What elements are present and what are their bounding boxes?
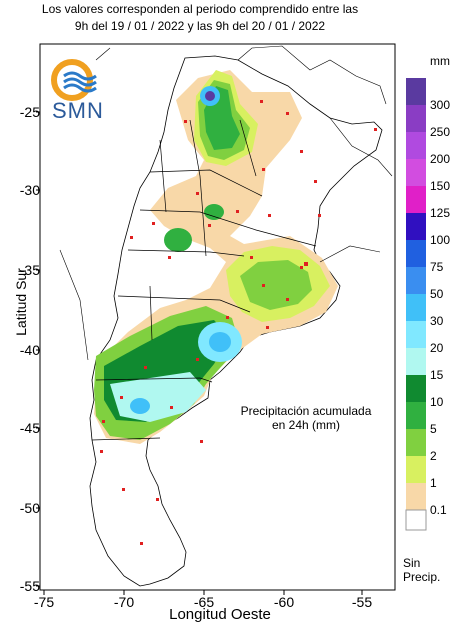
x-axis-title: Longitud Oeste bbox=[169, 606, 271, 623]
legend-label: 50 bbox=[430, 287, 444, 301]
y-tick-label: -25 bbox=[19, 104, 40, 120]
legend-label: 5 bbox=[430, 422, 437, 436]
legend-swatch bbox=[406, 375, 426, 402]
legend-label: 1 bbox=[430, 476, 437, 490]
legend-label: 200 bbox=[430, 152, 451, 166]
map-frame bbox=[39, 43, 396, 591]
annotation-line1: Precipitación acumulada bbox=[240, 404, 372, 418]
smn-logo-text: SMN bbox=[52, 98, 104, 123]
legend-label: 100 bbox=[430, 233, 451, 247]
header-line-2: 9h del 19 / 01 / 2022 y las 9h del 20 / … bbox=[74, 19, 326, 33]
rain-zone-cordoba bbox=[164, 228, 192, 252]
smn-logo-mark bbox=[51, 59, 97, 101]
legend-swatch bbox=[406, 186, 426, 213]
y-tick-label: -50 bbox=[19, 500, 40, 516]
legend-colorbar bbox=[405, 78, 427, 531]
station-markers bbox=[100, 100, 377, 545]
x-tick-label: -70 bbox=[113, 594, 135, 610]
legend-swatch bbox=[406, 240, 426, 267]
rain-band-east-inner bbox=[240, 260, 312, 310]
y-tick-label: -35 bbox=[19, 262, 40, 278]
tick-marks bbox=[36, 111, 363, 595]
legend-label: 10 bbox=[430, 395, 444, 409]
legend-swatch bbox=[406, 78, 426, 105]
legend-label: 250 bbox=[430, 125, 451, 139]
y-tick-label: -45 bbox=[19, 420, 40, 436]
legend-label: 0.1 bbox=[430, 503, 447, 517]
country-borders bbox=[59, 45, 393, 361]
map-annotation: Precipitación acumulada en 24h (mm) bbox=[226, 404, 386, 432]
rain-zone-center bbox=[204, 204, 224, 220]
y-tick-label: -55 bbox=[19, 578, 40, 594]
legend-label: 125 bbox=[430, 206, 451, 220]
legend-swatch bbox=[406, 132, 426, 159]
province-borders bbox=[91, 119, 317, 441]
legend-swatch bbox=[406, 159, 426, 186]
legend-label: 300 bbox=[430, 98, 451, 112]
y-tick-label: -40 bbox=[19, 342, 40, 358]
legend-label: 30 bbox=[430, 314, 444, 328]
legend-label: 75 bbox=[430, 260, 444, 274]
legend-no-precip: Sin Precip. bbox=[403, 556, 440, 584]
legend-label: 20 bbox=[430, 341, 444, 355]
x-tick-label: -55 bbox=[351, 594, 373, 610]
legend-swatch bbox=[406, 321, 426, 348]
legend-swatch bbox=[406, 456, 426, 483]
legend-swatch bbox=[406, 267, 426, 294]
legend-swatch bbox=[406, 429, 426, 456]
x-tick-label: -65 bbox=[193, 594, 215, 610]
legend-unit: mm bbox=[430, 54, 450, 68]
rain-core-north-inner bbox=[205, 91, 215, 101]
legend-label: 2 bbox=[430, 449, 437, 463]
legend-swatch bbox=[406, 402, 426, 429]
legend-swatch bbox=[406, 105, 426, 132]
rain-core-patagonia-east-inner bbox=[209, 332, 231, 352]
y-tick-label: -30 bbox=[19, 182, 40, 198]
x-tick-label: -60 bbox=[273, 594, 295, 610]
legend-label: 150 bbox=[430, 179, 451, 193]
legend-no-precip-line2: Precip. bbox=[403, 570, 441, 584]
header-line-1: Los valores corresponden al periodo comp… bbox=[41, 2, 359, 16]
legend-label: 15 bbox=[430, 368, 444, 382]
legend-swatch-no-precip bbox=[405, 509, 427, 531]
x-tick-label: -75 bbox=[33, 594, 55, 610]
legend-swatch bbox=[406, 483, 426, 510]
legend-no-precip-line1: Sin bbox=[403, 556, 421, 570]
rain-core-patagonia-west bbox=[130, 398, 150, 414]
legend-swatch bbox=[406, 213, 426, 240]
legend-swatch bbox=[406, 294, 426, 321]
annotation-line2: en 24h (mm) bbox=[271, 418, 341, 432]
legend-swatch bbox=[406, 348, 426, 375]
